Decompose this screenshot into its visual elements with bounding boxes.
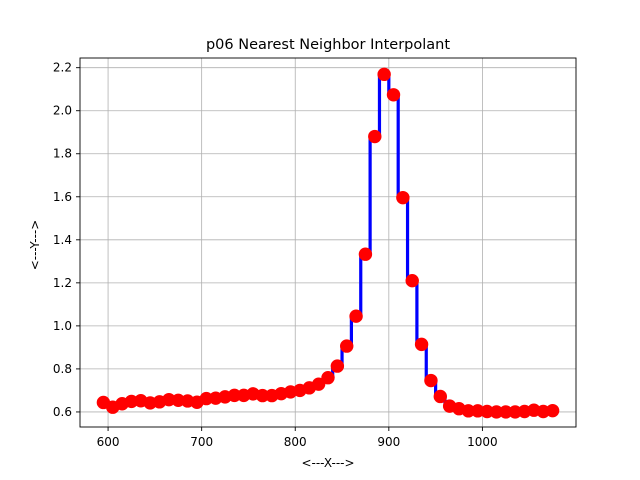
data-point: [321, 371, 335, 385]
y-tick-label: 1.2: [53, 276, 72, 290]
plot-frame: [79, 57, 577, 428]
x-axis-label: <---X--->: [301, 456, 354, 470]
data-point: [358, 247, 373, 261]
x-tick-label: 900: [377, 435, 400, 449]
data-point: [545, 403, 560, 418]
data-point: [433, 389, 448, 404]
x-tick-label: 1000: [467, 435, 498, 449]
chart-title: p06 Nearest Neighbor Interpolant: [206, 37, 450, 53]
x-tick-label: 700: [190, 435, 213, 449]
y-tick-label: 1.0: [53, 319, 72, 333]
x-tick-label: 600: [97, 435, 120, 449]
data-point: [414, 337, 429, 352]
data-point: [405, 273, 419, 288]
data-point: [349, 309, 363, 323]
data-point: [424, 373, 438, 388]
x-tick-label: 800: [284, 435, 307, 449]
y-tick-label: 2.0: [53, 104, 72, 118]
data-point: [340, 339, 354, 353]
data-point: [311, 377, 326, 391]
y-tick-label: 1.6: [53, 190, 72, 204]
data-point: [386, 88, 401, 102]
y-tick-label: 1.4: [53, 233, 72, 247]
data-point: [396, 190, 410, 205]
series-layer: [96, 67, 560, 419]
y-tick-label: 2.2: [53, 61, 72, 75]
grid: [80, 58, 576, 427]
y-tick-label: 0.6: [53, 405, 72, 419]
y-tick-label: 1.8: [53, 147, 72, 161]
data-point: [368, 129, 382, 144]
axes: 600 700 800 900 1000 0.6 0.8 1.0 1.2 1.4 1.6 1.8 2.0…: [53, 57, 577, 449]
data-point: [330, 359, 345, 373]
data-point: [377, 67, 391, 82]
y-tick-label: 0.8: [53, 362, 72, 376]
y-axis-label: <---Y--->: [28, 220, 42, 271]
